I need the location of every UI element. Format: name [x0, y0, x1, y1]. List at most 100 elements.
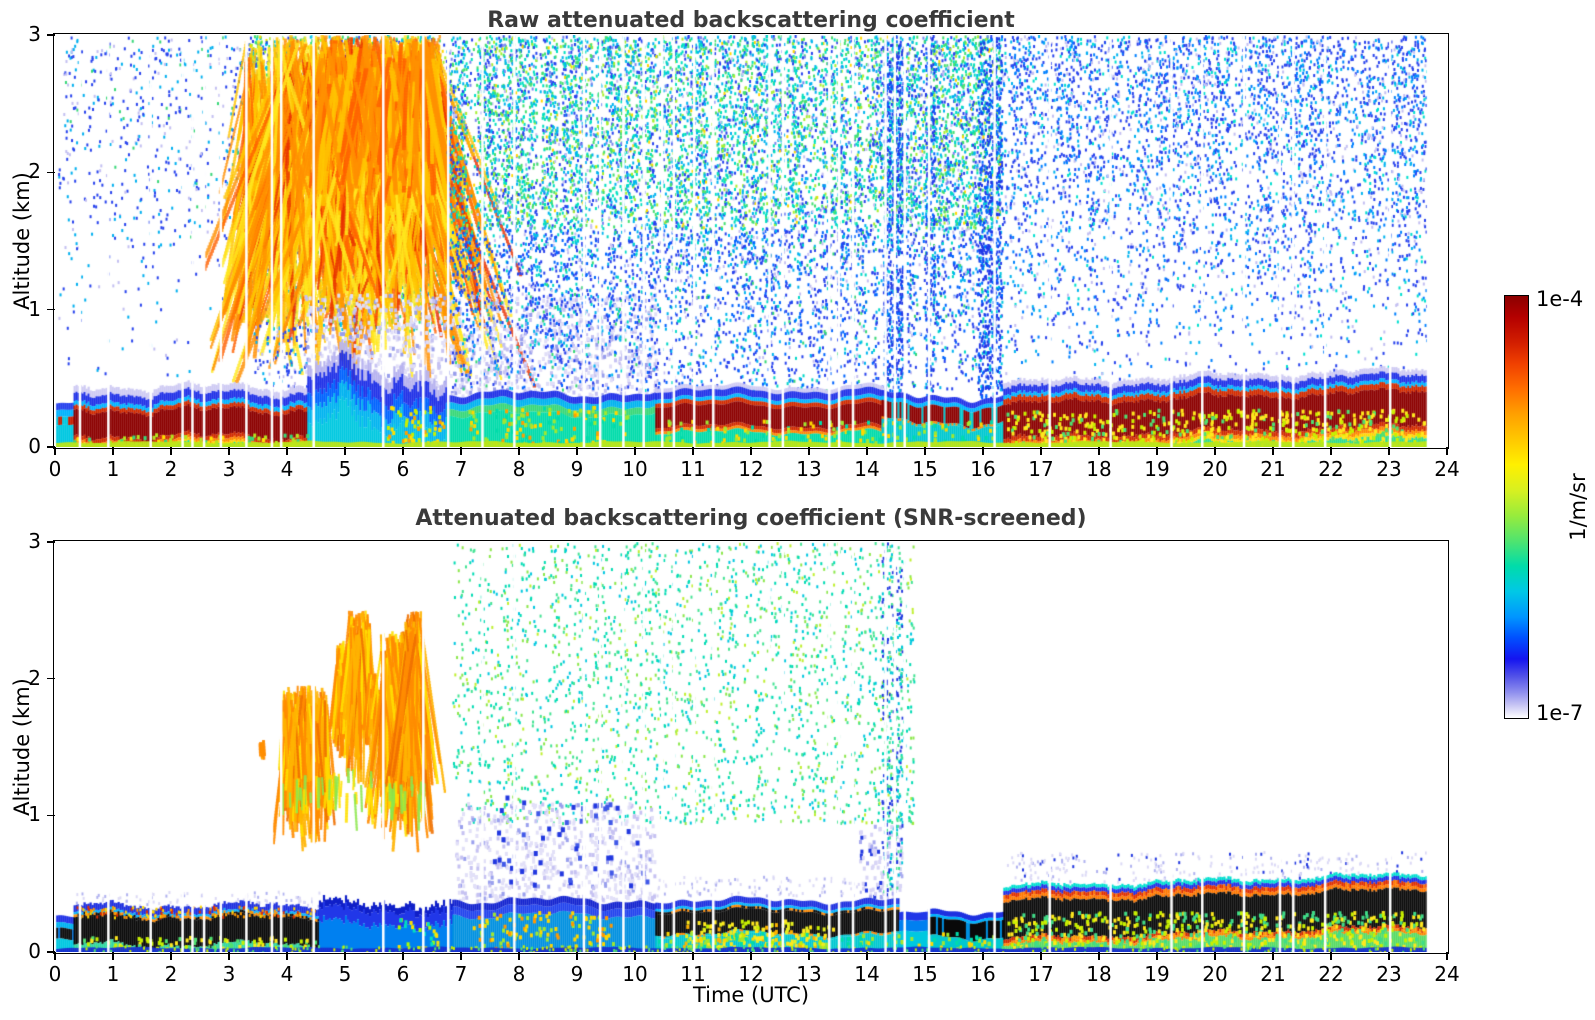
- x-tick-mark: [518, 447, 520, 455]
- y-tick-label: 0: [28, 939, 41, 963]
- x-tick-mark: [1446, 952, 1448, 960]
- y-tick-mark: [47, 308, 55, 311]
- x-tick-mark: [1214, 447, 1216, 455]
- x-tick-label: 24: [1434, 962, 1460, 986]
- x-tick-mark: [112, 952, 114, 960]
- x-tick-label: 12: [738, 457, 764, 481]
- x-tick-label: 17: [1028, 457, 1054, 481]
- colorbar-unit-label: 1/m/sr: [1566, 473, 1590, 541]
- raw-panel-heatmap: [55, 35, 1447, 447]
- y-tick-label: 1: [28, 296, 41, 321]
- x-tick-label: 13: [796, 457, 822, 481]
- x-tick-mark: [924, 447, 926, 455]
- x-tick-mark: [228, 447, 230, 455]
- x-tick-mark: [866, 447, 868, 455]
- x-tick-label: 21: [1260, 457, 1286, 481]
- x-tick-mark: [634, 447, 636, 455]
- x-tick-mark: [460, 447, 462, 455]
- x-tick-label: 18: [1086, 457, 1112, 481]
- x-tick-label: 2: [164, 457, 178, 481]
- x-tick-label: 14: [854, 457, 880, 481]
- x-tick-label: 10: [622, 457, 648, 481]
- x-tick-mark: [170, 952, 172, 960]
- x-tick-label: 0: [48, 457, 62, 481]
- x-tick-label: 9: [570, 457, 584, 481]
- x-tick-label: 6: [396, 962, 410, 986]
- y-tick-label: 2: [28, 159, 41, 184]
- x-tick-label: 11: [680, 457, 706, 481]
- x-tick-mark: [866, 952, 868, 960]
- x-tick-label: 5: [338, 962, 352, 986]
- y-tick-mark: [47, 34, 55, 36]
- colorbar-max-label: 1e-4: [1536, 287, 1584, 311]
- x-tick-mark: [576, 447, 578, 455]
- x-tick-label: 14: [854, 962, 880, 986]
- y-tick-mark: [47, 677, 55, 680]
- x-tick-mark: [54, 952, 56, 960]
- x-tick-label: 20: [1202, 457, 1228, 481]
- y-tick-label: 0: [28, 434, 41, 458]
- y-tick-mark: [47, 951, 55, 953]
- x-tick-mark: [402, 447, 404, 455]
- x-tick-label: 23: [1376, 962, 1402, 986]
- x-tick-label: 16: [970, 457, 996, 481]
- x-tick-mark: [518, 952, 520, 960]
- x-tick-mark: [692, 447, 694, 455]
- x-tick-mark: [54, 447, 56, 455]
- x-tick-mark: [750, 952, 752, 960]
- x-tick-label: 18: [1086, 962, 1112, 986]
- x-tick-mark: [228, 952, 230, 960]
- x-tick-mark: [1098, 952, 1100, 960]
- y-tick-mark: [47, 171, 55, 174]
- x-tick-mark: [1388, 447, 1390, 455]
- x-tick-label: 13: [796, 962, 822, 986]
- x-tick-mark: [982, 447, 984, 455]
- raw-panel-title: Raw attenuated backscattering coefficien…: [487, 8, 1015, 33]
- x-tick-label: 1: [106, 457, 120, 481]
- x-tick-label: 9: [570, 962, 584, 986]
- x-tick-mark: [170, 447, 172, 455]
- y-tick-mark: [47, 814, 55, 817]
- x-tick-label: 12: [738, 962, 764, 986]
- y-tick-label: 3: [28, 529, 41, 553]
- x-tick-mark: [1040, 447, 1042, 455]
- x-tick-mark: [1330, 447, 1332, 455]
- x-tick-mark: [1330, 952, 1332, 960]
- x-tick-mark: [1156, 447, 1158, 455]
- y-tick-label: 2: [28, 665, 41, 690]
- x-tick-mark: [982, 952, 984, 960]
- x-tick-mark: [1446, 447, 1448, 455]
- x-tick-label: 3: [222, 962, 236, 986]
- x-tick-label: 19: [1144, 962, 1170, 986]
- x-tick-mark: [1272, 952, 1274, 960]
- x-tick-mark: [808, 447, 810, 455]
- x-tick-label: 1: [106, 962, 120, 986]
- x-tick-label: 11: [680, 962, 706, 986]
- x-tick-label: 8: [512, 962, 526, 986]
- x-tick-mark: [344, 952, 346, 960]
- colorbar-min-label: 1e-7: [1536, 701, 1584, 725]
- x-tick-mark: [1214, 952, 1216, 960]
- x-tick-mark: [924, 952, 926, 960]
- x-tick-mark: [576, 952, 578, 960]
- x-tick-label: 15: [912, 457, 938, 481]
- x-tick-label: 20: [1202, 962, 1228, 986]
- x-tick-label: 21: [1260, 962, 1286, 986]
- x-tick-label: 4: [280, 962, 294, 986]
- x-tick-mark: [1388, 952, 1390, 960]
- x-tick-label: 4: [280, 457, 294, 481]
- x-tick-label: 22: [1318, 962, 1344, 986]
- x-tick-mark: [286, 952, 288, 960]
- x-tick-mark: [112, 447, 114, 455]
- x-tick-label: 15: [912, 962, 938, 986]
- y-tick-label: 1: [28, 802, 41, 827]
- x-tick-label: 8: [512, 457, 526, 481]
- x-tick-label: 5: [338, 457, 352, 481]
- x-tick-mark: [1098, 447, 1100, 455]
- x-tick-mark: [1040, 952, 1042, 960]
- screened-panel-heatmap: [55, 542, 1447, 952]
- screened-panel-title: Attenuated backscattering coefficient (S…: [415, 506, 1087, 531]
- x-tick-label: 16: [970, 962, 996, 986]
- x-tick-mark: [808, 952, 810, 960]
- x-tick-mark: [460, 952, 462, 960]
